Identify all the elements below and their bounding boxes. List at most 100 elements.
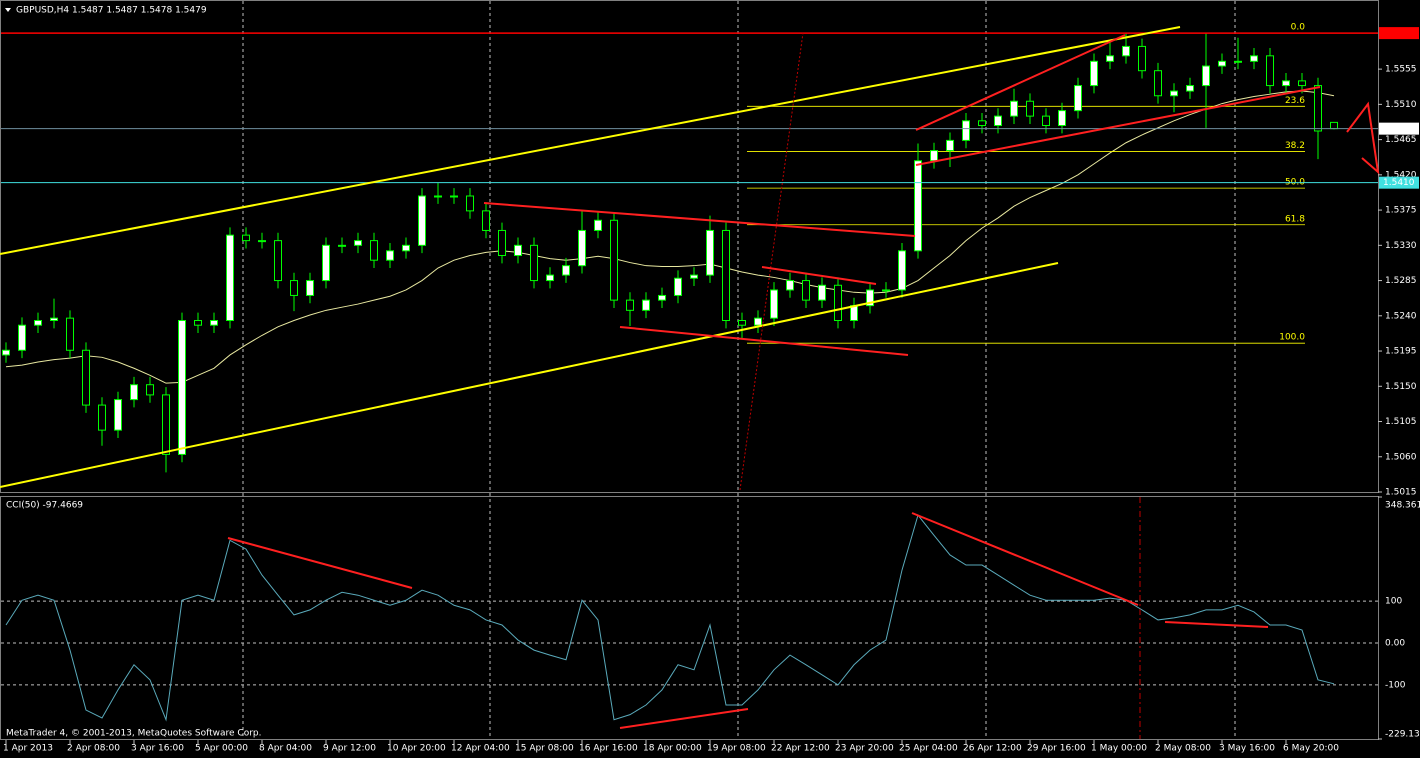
candle-body [530, 244, 538, 282]
x-tick-label: 1 Apr 2013 [3, 744, 53, 754]
y-tick-label: 1.5060 [1385, 452, 1417, 462]
candle-body [1122, 45, 1130, 57]
x-tick-label: 19 Apr 08:00 [707, 744, 766, 754]
trendline [915, 34, 1126, 131]
x-tick-label: 16 Apr 16:00 [579, 744, 638, 754]
x-tick-label: 22 Apr 12:00 [771, 744, 830, 754]
candle-body [178, 320, 186, 455]
cci-title: CCI(50) -97.4669 [6, 501, 83, 511]
x-tick-label: 25 Apr 04:00 [899, 744, 958, 754]
candle-body [1186, 85, 1194, 92]
channel-upper [0, 26, 1181, 255]
candle-body [210, 320, 218, 326]
candle-body [434, 195, 442, 198]
y-tick-label: 100 [1385, 597, 1402, 607]
x-tick-label: 12 Apr 04:00 [451, 744, 510, 754]
cci-frame [0, 496, 1379, 740]
candle-body [674, 277, 682, 296]
candle-body [1058, 110, 1066, 127]
trendline [761, 266, 877, 285]
price-box-label: 1.5410 [1383, 178, 1415, 188]
candle-body [706, 229, 714, 276]
candle-body [1266, 55, 1274, 87]
y-tick-label: 1.5330 [1385, 241, 1417, 251]
x-tick-label: 29 Apr 16:00 [1027, 744, 1086, 754]
x-tick-label: 2 May 08:00 [1155, 744, 1211, 754]
candle-body [34, 320, 42, 326]
candle-body [322, 244, 330, 282]
y-tick-label: 1.5150 [1385, 382, 1417, 392]
x-tick-label: 1 May 00:00 [1091, 744, 1147, 754]
candle-body [2, 349, 10, 356]
candle-body [466, 195, 474, 212]
candle-body [1282, 80, 1290, 87]
candle-body [738, 320, 746, 326]
candle-body [930, 150, 938, 162]
candle-body [578, 229, 586, 267]
candle-body [1330, 121, 1338, 130]
candle-body [546, 274, 554, 282]
candle-body [690, 274, 698, 279]
candle-body [1298, 80, 1306, 87]
candle-body [850, 305, 858, 322]
candle-body [162, 394, 170, 455]
trendline [619, 326, 909, 356]
x-tick-label: 15 Apr 08:00 [515, 744, 574, 754]
cci-trendline [911, 512, 1139, 606]
candle-body [1090, 60, 1098, 87]
candle-body [1042, 115, 1050, 127]
fib-label: 23.6 [1285, 96, 1305, 106]
candle-body [498, 229, 506, 257]
y-tick-label: 1.5375 [1385, 206, 1417, 216]
y-tick-label: -229.1345 [1385, 730, 1420, 740]
candle-body [1314, 85, 1322, 132]
marks: 1.5015 1.5060 1.5105 1.5150 1.5195 1.5240 1.52… [1, 23, 1420, 754]
trendline [483, 202, 916, 237]
candle-body [242, 234, 250, 242]
candle-body [338, 244, 346, 247]
candle-body [802, 280, 810, 301]
candle-body [194, 320, 202, 326]
candle-body [882, 289, 890, 292]
candle-body [274, 240, 282, 282]
fib-label: 100.0 [1279, 333, 1305, 343]
candle-body [994, 115, 1002, 127]
candle-body [962, 120, 970, 141]
candle-body [642, 299, 650, 311]
candle-body [130, 384, 138, 401]
y-tick-label: 348.3613 [1385, 501, 1420, 511]
cci-trendline [1164, 621, 1269, 628]
candle-body [370, 240, 378, 261]
candle-body [1010, 100, 1018, 117]
fib-baseline [739, 32, 804, 491]
candle-body [1138, 45, 1146, 72]
candle-body [290, 280, 298, 296]
y-tick-label: 1.5105 [1385, 417, 1417, 427]
cci-line [5, 514, 1335, 722]
candle-body [978, 120, 986, 127]
candle-body [786, 280, 794, 291]
x-tick-label: 18 Apr 00:00 [643, 744, 702, 754]
price-box [1379, 176, 1419, 189]
candle-body [1234, 60, 1242, 63]
x-tick-label: 8 Apr 04:00 [259, 744, 312, 754]
candle-body [594, 219, 602, 231]
candle-body [770, 289, 778, 319]
y-tick-label: 1.5510 [1385, 100, 1417, 110]
main-title: GBPUSD,H4 1.5487 1.5487 1.5478 1.5479 [16, 6, 207, 16]
cci-trendline [619, 708, 749, 729]
menu-arrow[interactable] [5, 8, 11, 12]
y-tick-label: 1.5420 [1385, 170, 1417, 180]
projection [1346, 101, 1380, 175]
candle-body [610, 219, 618, 301]
cci-trendline [227, 537, 413, 589]
x-tick-label: 26 Apr 12:00 [963, 744, 1022, 754]
main-frame [0, 0, 1379, 493]
y-tick-label: 1.5465 [1385, 135, 1417, 145]
x-tick-label: 10 Apr 20:00 [387, 744, 446, 754]
candle-body [66, 317, 74, 351]
x-tick-label: 9 Apr 12:00 [323, 744, 376, 754]
candle-body [722, 229, 730, 322]
candle-body [1026, 100, 1034, 117]
